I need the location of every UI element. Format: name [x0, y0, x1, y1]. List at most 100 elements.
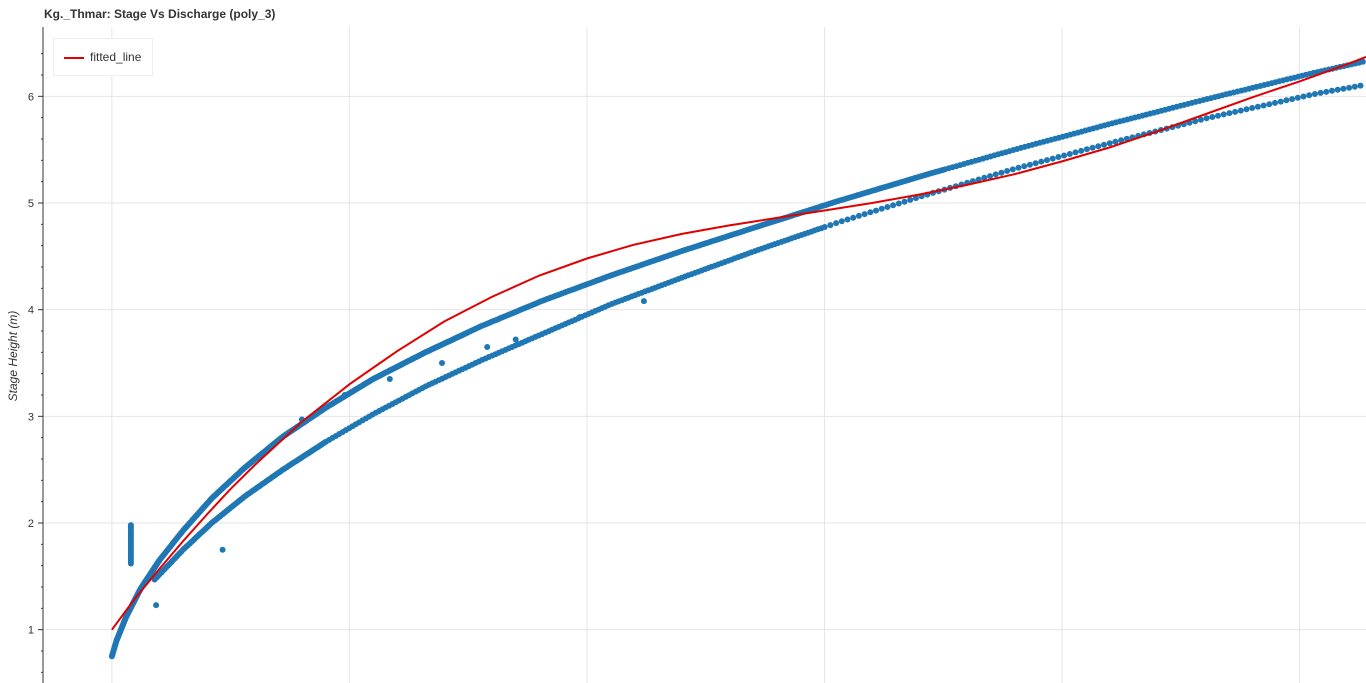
scatter-point	[1249, 105, 1256, 111]
y-tick-label: 5	[28, 198, 34, 210]
scatter-point	[1015, 164, 1022, 171]
scatter-point	[1323, 88, 1330, 95]
scatter-point	[1306, 92, 1313, 99]
scatter-point	[1038, 158, 1045, 165]
scatter-point	[1283, 97, 1290, 104]
scatter-point	[1072, 149, 1079, 156]
scatter-point	[821, 224, 828, 230]
scatter-point	[640, 298, 647, 305]
scatter-point	[827, 222, 834, 229]
scatter-point	[1089, 144, 1096, 151]
scatter-point	[1311, 91, 1318, 97]
scatter-point	[1277, 98, 1284, 105]
scatter-point	[127, 522, 134, 529]
scatter-point	[1254, 103, 1261, 110]
scatter-point	[878, 205, 885, 212]
scatter-point	[1340, 85, 1347, 92]
legend-label: fitted_line	[90, 50, 142, 64]
scatter-point	[901, 198, 908, 205]
scatter-point	[992, 171, 999, 178]
scatter-point	[873, 207, 879, 214]
scatter-point	[1066, 151, 1073, 157]
scatter-point	[867, 209, 874, 216]
scatter-point	[861, 211, 868, 218]
scatter-point	[153, 602, 160, 609]
scatter-point	[844, 216, 851, 223]
scatter-point	[1351, 83, 1358, 90]
scatter-point	[1209, 114, 1216, 120]
y-tick-label: 3	[28, 411, 34, 423]
fitted-line	[111, 55, 1366, 631]
scatter-point	[1049, 155, 1056, 162]
scatter-point	[1226, 110, 1233, 117]
scatter-point	[1329, 87, 1335, 94]
scatter-point	[1106, 140, 1113, 147]
legend-swatch	[64, 57, 84, 59]
scatter-point	[890, 202, 897, 209]
scatter-point	[1300, 93, 1307, 100]
scatter-point	[512, 336, 519, 343]
scatter-point	[1026, 161, 1033, 168]
scatter-point	[1112, 138, 1119, 145]
scatter-point	[1197, 116, 1204, 123]
y-tick-label: 1	[28, 625, 34, 637]
scatter-point	[1192, 118, 1199, 125]
scatter-point	[1357, 82, 1364, 89]
scatter-point	[1294, 94, 1301, 101]
scatter-point	[1118, 137, 1125, 144]
fitted-line-layer	[111, 55, 1366, 631]
scatter-point	[1004, 168, 1011, 174]
scatter-point	[1359, 58, 1366, 65]
scatter-point	[1009, 166, 1016, 173]
scatter-point	[833, 220, 840, 227]
scatter-point	[981, 174, 988, 181]
scatter-point	[838, 218, 845, 225]
scatter-point	[912, 195, 919, 202]
scatter-point	[1032, 160, 1039, 167]
scatter-point	[1220, 111, 1227, 118]
y-axis: 1 2 3 4 5 6	[28, 27, 44, 683]
y-tick-label: 4	[28, 305, 34, 317]
scatter-point	[1203, 115, 1210, 122]
legend: fitted_line	[53, 38, 153, 76]
scatter-point	[1083, 146, 1090, 153]
scatter-point	[1272, 99, 1278, 106]
scatter-point	[850, 214, 857, 221]
scatter-point	[1334, 86, 1341, 93]
scatter-point	[1237, 107, 1244, 114]
scatter-point	[1078, 147, 1085, 154]
scatter-point	[1266, 101, 1273, 108]
scatter-point	[884, 204, 891, 210]
y-tick-label: 6	[28, 91, 34, 103]
scatter-point	[987, 173, 993, 180]
scatter-point	[439, 360, 445, 366]
scatter-point	[484, 344, 491, 350]
chart-title: Kg._Thmar: Stage Vs Discharge (poly_3)	[44, 7, 276, 21]
scatter-point	[895, 200, 902, 207]
scatter-point	[1232, 108, 1239, 115]
y-axis-label: Stage Height (m)	[6, 311, 20, 402]
scatter-point	[1289, 96, 1296, 103]
scatter-point	[1044, 157, 1050, 164]
scatter-point	[1215, 112, 1221, 119]
scatter-point	[1243, 106, 1250, 113]
y-tick-label: 2	[28, 518, 34, 530]
scatter-point	[907, 196, 914, 203]
grid	[43, 27, 1366, 683]
scatter-point	[341, 392, 348, 398]
scatter-point	[998, 169, 1005, 176]
scatter-point	[1055, 154, 1062, 160]
scatter-point	[219, 546, 226, 553]
scatter-point	[1260, 102, 1267, 109]
scatter-point	[1061, 152, 1068, 159]
scatter-point	[1095, 143, 1102, 150]
scatter-point	[386, 376, 393, 382]
scatter-point	[1317, 89, 1324, 96]
scatter-point	[1101, 141, 1107, 148]
scatter-points	[108, 58, 1366, 660]
scatter-point	[855, 212, 862, 219]
scatter-point	[1346, 84, 1353, 91]
scatter-point	[576, 314, 583, 321]
